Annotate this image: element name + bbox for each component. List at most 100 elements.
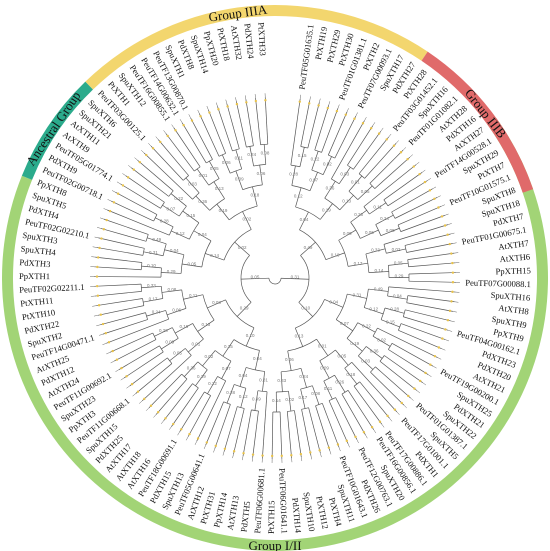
ring-segment-ancestral — [21, 81, 93, 180]
leaf-label: PeuTF06G01641.1 — [277, 468, 289, 534]
branch-arc — [140, 262, 143, 270]
branch-support-value: 0.04 — [198, 232, 207, 237]
branch-arc — [192, 192, 200, 200]
branch-arc — [257, 390, 268, 393]
branch-support-value: 0.08 — [167, 287, 176, 292]
branch — [171, 230, 190, 240]
node-marker — [214, 444, 217, 448]
branch — [327, 111, 348, 156]
branch — [383, 224, 449, 245]
branch-arc — [145, 312, 148, 320]
branch-arc — [167, 357, 173, 364]
leaf-stub — [299, 94, 301, 99]
node-marker — [164, 417, 167, 420]
branch — [196, 380, 227, 442]
branch-support-value: 0.13 — [215, 186, 224, 191]
node-marker — [264, 99, 267, 102]
leaf-stub — [338, 447, 341, 452]
branch-support-value: 0.17 — [298, 395, 307, 400]
leaf-stub — [206, 105, 209, 110]
branch-support-value: 0.11 — [235, 155, 244, 160]
node-marker — [116, 192, 120, 195]
node-marker — [217, 108, 220, 111]
node-marker — [392, 144, 396, 147]
branch-arc — [319, 349, 336, 361]
branch — [193, 230, 212, 242]
branch — [217, 106, 233, 152]
branch-arc — [218, 153, 226, 157]
branch — [347, 293, 367, 299]
branch-support-value: 0.28 — [160, 218, 169, 223]
branch-arc — [206, 159, 213, 164]
branch — [235, 170, 244, 190]
node-marker — [104, 332, 107, 335]
node-marker — [424, 371, 427, 375]
leaf-stub — [416, 390, 421, 394]
branch-arc — [347, 164, 354, 170]
branch-arc — [295, 299, 325, 329]
leaf-stub — [309, 96, 311, 101]
branch-support-value: 0.09 — [343, 231, 352, 236]
branch — [100, 228, 147, 242]
branch-support-value: 0.49 — [252, 397, 261, 402]
branch — [328, 400, 349, 444]
branch — [324, 181, 336, 199]
branch — [252, 410, 259, 458]
branch-arc — [214, 350, 232, 362]
node-marker — [317, 104, 320, 107]
leaf-stub — [179, 119, 183, 123]
branch — [146, 310, 166, 317]
branch — [357, 322, 376, 333]
branch — [334, 115, 357, 159]
branch-support-value: 0.11 — [189, 293, 198, 298]
branch-arc — [246, 367, 265, 372]
branch — [279, 411, 283, 459]
node-marker — [400, 401, 403, 405]
node-marker — [125, 375, 128, 378]
branch-arc — [253, 164, 266, 167]
node-marker — [399, 151, 403, 154]
branch — [360, 229, 379, 239]
branch-arc — [372, 327, 378, 337]
branch-support-value: 0.19 — [350, 341, 359, 346]
node-marker — [443, 224, 447, 227]
branch-support-value: 0.26 — [335, 380, 344, 385]
branch — [300, 389, 306, 409]
branch — [262, 371, 266, 392]
branch — [347, 125, 374, 166]
branch — [195, 195, 210, 211]
leaf-labels: PeuTF05G01635.1PtXTH19PtXTH29PtXTH30PeuT… — [19, 22, 531, 534]
branch — [208, 109, 226, 154]
branch-support-value: 0.07 — [340, 321, 349, 326]
leaf-stub — [120, 377, 125, 381]
branch — [131, 167, 169, 197]
branch — [106, 318, 169, 344]
branch — [388, 349, 429, 375]
branch-arc — [192, 323, 204, 340]
node-marker — [188, 432, 191, 436]
branch-support-value: 0.15 — [298, 153, 307, 158]
branch-support-value: 0.15 — [224, 344, 233, 349]
branch-support-value: 0.36 — [326, 186, 335, 191]
branch-support-value: 0.33 — [277, 378, 286, 383]
branch-support-value: 0.12 — [176, 231, 185, 236]
branch-arc — [315, 403, 323, 407]
branch-arc — [202, 294, 215, 321]
leaf-stub — [122, 173, 126, 176]
node-marker — [98, 246, 101, 250]
branch — [364, 143, 397, 179]
node-marker — [190, 119, 194, 122]
branch-arc — [323, 374, 335, 382]
node-marker — [149, 404, 153, 407]
branch — [235, 149, 243, 170]
branch-arc — [407, 259, 409, 267]
branch-arc — [180, 254, 185, 274]
branch — [115, 192, 158, 215]
branch-arc — [341, 390, 349, 395]
branch-support-value: 0.14 — [210, 253, 219, 258]
leaf-stub — [197, 109, 200, 114]
branch-arc — [209, 198, 225, 211]
node-marker — [156, 411, 160, 414]
node-marker — [132, 168, 135, 171]
leaf-label: PpXTH15 — [495, 265, 531, 276]
